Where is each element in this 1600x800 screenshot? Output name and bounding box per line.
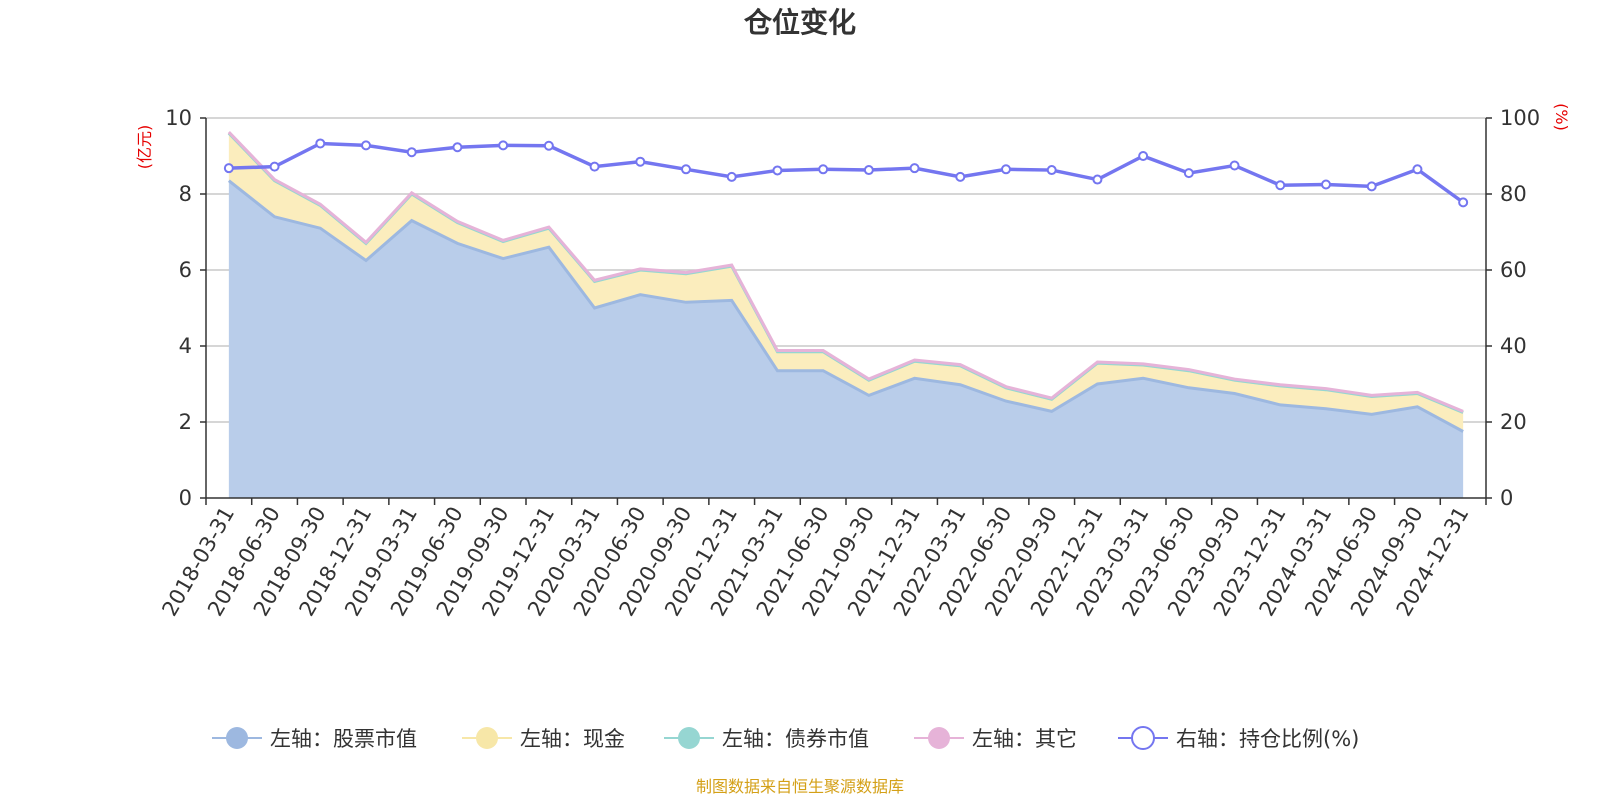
legend-item-4[interactable]: 右轴：持仓比例(%) [1118, 726, 1359, 751]
legend-label: 左轴：股票市值 [270, 727, 417, 751]
left-tick-label: 10 [165, 106, 192, 130]
chart-title: 仓位变化 [744, 6, 856, 39]
source-note: 制图数据来自恒生聚源数据库 [696, 777, 904, 796]
left-axis-unit: (亿元) [135, 125, 154, 170]
ratio-point[interactable] [223, 163, 234, 174]
ratio-point[interactable] [1183, 168, 1194, 179]
stacked-areas [228, 132, 1464, 498]
ratio-point[interactable] [1092, 174, 1103, 185]
legend-item-2[interactable]: 左轴：债券市值 [664, 727, 869, 751]
ratio-point[interactable] [1412, 164, 1423, 175]
legend-item-0[interactable]: 左轴：股票市值 [212, 727, 417, 751]
left-tick-label: 4 [179, 334, 192, 358]
right-tick-label: 60 [1500, 258, 1527, 282]
ratio-point[interactable] [1321, 179, 1331, 190]
series-lines [227, 131, 1465, 433]
right-tick-label: 20 [1500, 410, 1527, 434]
ratio-point[interactable] [681, 164, 691, 175]
ratio-point[interactable] [909, 163, 920, 174]
left-tick-label: 0 [179, 486, 192, 510]
ratio-point[interactable] [589, 161, 600, 172]
left-tick-label: 8 [179, 182, 192, 206]
ratio-line [228, 141, 1465, 204]
right-tick-label: 40 [1500, 334, 1527, 358]
legend-label: 左轴：债券市值 [722, 727, 869, 751]
left-tick-label: 2 [179, 410, 192, 434]
ratio-point[interactable] [1229, 160, 1240, 171]
legend-item-3[interactable]: 左轴：其它 [914, 727, 1077, 751]
ratio-point[interactable] [361, 140, 371, 151]
ratio-point[interactable] [406, 147, 417, 158]
legend-label: 右轴：持仓比例(%) [1176, 727, 1359, 751]
legend-marker-icon [928, 727, 950, 749]
left-tick-label: 6 [179, 258, 192, 282]
area-series-1 [228, 133, 1464, 432]
ratio-point[interactable] [498, 140, 509, 151]
area-line-series-0 [227, 179, 1464, 433]
ratio-point[interactable] [1138, 151, 1149, 161]
legend-item-1[interactable]: 左轴：现金 [462, 727, 625, 751]
legend-label: 左轴：现金 [520, 727, 625, 751]
ratio-point[interactable] [863, 165, 874, 176]
ratio-point[interactable] [452, 142, 463, 153]
right-tick-label: 100 [1500, 106, 1540, 130]
legend-marker-icon [678, 727, 700, 749]
ratio-point[interactable] [315, 138, 326, 149]
ratio-point[interactable] [1458, 197, 1469, 208]
ratio-point[interactable] [726, 171, 737, 182]
area-series-0 [228, 180, 1464, 498]
ratio-point[interactable] [269, 161, 280, 172]
ratio-point[interactable] [1046, 165, 1057, 176]
legend-marker-icon [476, 727, 498, 749]
legend-label: 左轴：其它 [972, 727, 1077, 751]
ratio-point[interactable] [635, 156, 646, 167]
legend: 左轴：股票市值 左轴：现金 左轴：债券市值 左轴：其它 右轴：持仓比例(%) [212, 726, 1359, 751]
ratio-point[interactable] [543, 140, 554, 151]
legend-marker-icon [1131, 726, 1155, 750]
legend-marker-icon [226, 727, 248, 749]
ratio-point[interactable] [1275, 180, 1286, 191]
right-tick-label: 80 [1500, 182, 1527, 206]
ratio-point[interactable] [955, 171, 966, 182]
ratio-point[interactable] [818, 164, 829, 175]
ratio-point[interactable] [1366, 181, 1377, 192]
area-line-series-3 [227, 131, 1464, 413]
right-tick-label: 0 [1500, 486, 1513, 510]
ratio-point[interactable] [772, 165, 783, 176]
right-axis-unit: (%) [1552, 103, 1571, 131]
ratio-point[interactable] [1001, 164, 1011, 175]
ratio-points [223, 138, 1469, 208]
